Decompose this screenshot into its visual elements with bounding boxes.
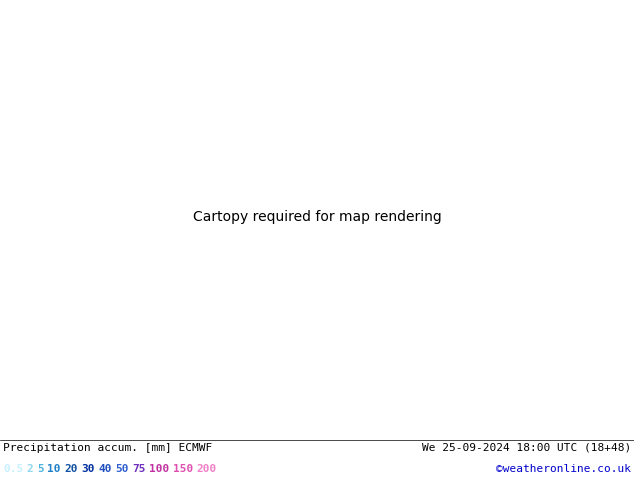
Text: Cartopy required for map rendering: Cartopy required for map rendering xyxy=(193,210,441,224)
Text: 5: 5 xyxy=(37,464,44,474)
Text: 2: 2 xyxy=(27,464,33,474)
Text: ©weatheronline.co.uk: ©weatheronline.co.uk xyxy=(496,464,631,474)
Text: 40: 40 xyxy=(98,464,112,474)
Text: 100: 100 xyxy=(150,464,170,474)
Text: 10: 10 xyxy=(48,464,61,474)
Text: 75: 75 xyxy=(133,464,146,474)
Text: Precipitation accum. [mm] ECMWF: Precipitation accum. [mm] ECMWF xyxy=(3,442,212,453)
Text: 0.5: 0.5 xyxy=(3,464,23,474)
Text: 30: 30 xyxy=(82,464,95,474)
Text: 200: 200 xyxy=(197,464,217,474)
Text: 150: 150 xyxy=(173,464,193,474)
Text: We 25-09-2024 18:00 UTC (18+48): We 25-09-2024 18:00 UTC (18+48) xyxy=(422,442,631,453)
Text: 50: 50 xyxy=(115,464,129,474)
Text: 20: 20 xyxy=(65,464,78,474)
